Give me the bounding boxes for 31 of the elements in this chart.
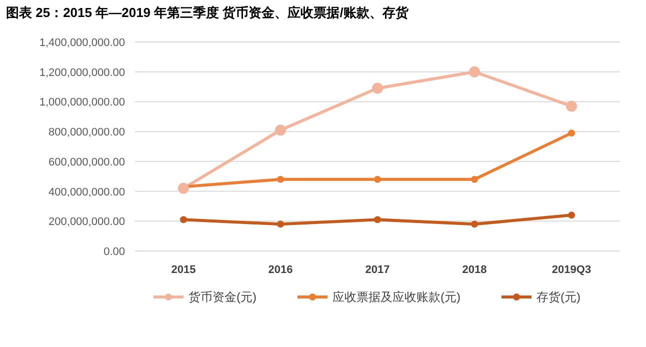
y-tick-label: 400,000,000.00: [48, 186, 125, 198]
point: [277, 220, 284, 228]
y-tick-label: 800,000,000.00: [48, 126, 125, 139]
point: [277, 176, 284, 183]
y-tick-label: 600,000,000.00: [48, 156, 125, 168]
x-tick-label: 2018: [462, 264, 487, 276]
y-tick-label: 0.00: [104, 246, 125, 258]
point: [471, 220, 478, 228]
y-tick-label: 200,000,000.00: [48, 216, 125, 228]
point: [568, 212, 575, 219]
point: [568, 130, 575, 137]
x-tick-label: 2016: [268, 264, 293, 276]
point: [566, 100, 577, 112]
chart-title: 图表 25：2015 年—2019 年第三季度 货币资金、应收票据/账款、存货: [6, 5, 410, 20]
y-tick-label: 1,200,000,000.00: [39, 66, 125, 79]
point: [372, 82, 383, 94]
legend-label: 存货(元): [536, 290, 580, 304]
legend-label: 货币资金(元): [188, 290, 256, 304]
point: [374, 216, 381, 224]
legend-label: 应收票据及应收账款(元): [332, 290, 460, 304]
point: [469, 66, 480, 78]
x-tick-label: 2015: [171, 264, 196, 276]
y-tick-label: 1,000,000,000.00: [39, 96, 125, 109]
point: [275, 124, 286, 136]
point: [374, 176, 381, 183]
point: [471, 176, 478, 183]
point: [178, 182, 189, 194]
x-tick-label: 2019Q3: [552, 264, 592, 276]
x-tick-label: 2017: [365, 264, 390, 276]
point: [180, 216, 187, 224]
y-tick-label: 1,400,000,000.00: [39, 37, 125, 49]
